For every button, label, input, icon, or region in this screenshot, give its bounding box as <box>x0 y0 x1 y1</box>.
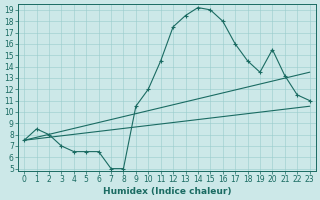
X-axis label: Humidex (Indice chaleur): Humidex (Indice chaleur) <box>103 187 231 196</box>
